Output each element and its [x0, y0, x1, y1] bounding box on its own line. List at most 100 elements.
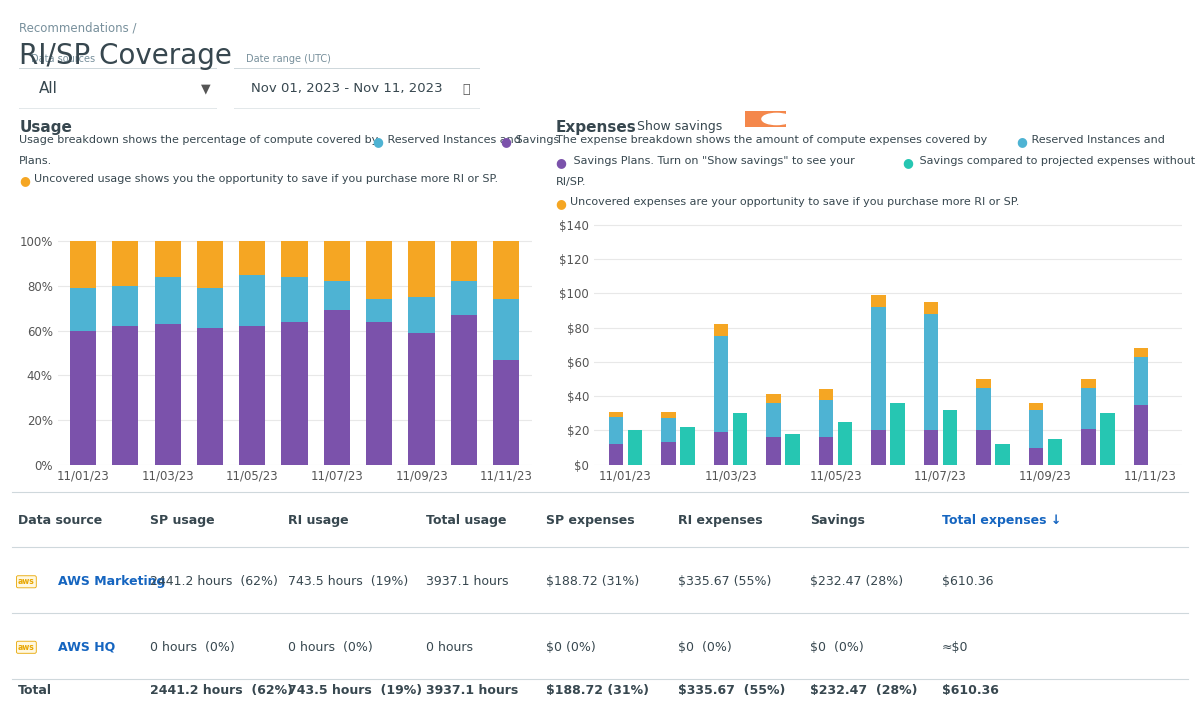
Bar — [197, 241, 223, 288]
Text: $188.72 (31%): $188.72 (31%) — [546, 575, 640, 589]
Bar — [282, 241, 307, 277]
Text: Total: Total — [18, 684, 52, 698]
Bar — [680, 427, 695, 465]
Bar — [661, 442, 676, 465]
Text: ●: ● — [1016, 135, 1027, 148]
Bar — [608, 444, 624, 465]
Text: SP usage: SP usage — [150, 514, 215, 527]
Text: ●: ● — [19, 174, 30, 187]
Text: aws: aws — [18, 643, 35, 652]
Text: ●: ● — [556, 156, 566, 169]
Bar — [977, 379, 991, 387]
Text: Total usage: Total usage — [426, 514, 506, 527]
Text: RI usage: RI usage — [288, 514, 349, 527]
Bar — [239, 241, 265, 275]
Bar — [493, 299, 520, 360]
FancyBboxPatch shape — [224, 68, 490, 109]
Bar — [1081, 387, 1096, 429]
Text: $232.47  (28%): $232.47 (28%) — [810, 684, 918, 698]
Text: 743.5 hours  (19%): 743.5 hours (19%) — [288, 684, 422, 698]
Text: Date range (UTC): Date range (UTC) — [246, 54, 331, 64]
Bar — [408, 297, 434, 333]
Text: Nov 01, 2023 - Nov 11, 2023: Nov 01, 2023 - Nov 11, 2023 — [251, 82, 443, 95]
Bar — [70, 288, 96, 331]
Text: Usage: Usage — [19, 120, 72, 134]
Bar — [924, 302, 938, 314]
Bar — [493, 360, 520, 465]
Bar — [714, 324, 728, 336]
Text: 3937.1 hours: 3937.1 hours — [426, 684, 518, 698]
Bar — [890, 403, 905, 465]
Text: Data sources: Data sources — [31, 54, 95, 64]
Text: SP expenses: SP expenses — [546, 514, 635, 527]
Bar — [1134, 348, 1148, 357]
Text: $0 (0%): $0 (0%) — [546, 641, 595, 654]
FancyBboxPatch shape — [11, 68, 226, 109]
Bar — [995, 444, 1010, 465]
Text: All: All — [38, 81, 58, 96]
Bar — [871, 295, 886, 307]
Bar — [70, 241, 96, 288]
Bar — [838, 422, 852, 465]
Bar — [1100, 413, 1115, 465]
Text: Uncovered expenses are your opportunity to save if you purchase more RI or SP.: Uncovered expenses are your opportunity … — [570, 197, 1019, 207]
Bar — [818, 400, 834, 437]
Bar — [324, 310, 350, 465]
Text: 0 hours  (0%): 0 hours (0%) — [150, 641, 235, 654]
Bar — [366, 322, 392, 465]
Bar — [1028, 403, 1044, 410]
Text: Recommendations /: Recommendations / — [19, 21, 137, 34]
Text: The expense breakdown shows the amount of compute expenses covered by: The expense breakdown shows the amount o… — [556, 135, 990, 145]
Text: 2441.2 hours  (62%): 2441.2 hours (62%) — [150, 684, 293, 698]
Text: Expenses: Expenses — [556, 120, 636, 134]
Text: Savings: Savings — [810, 514, 865, 527]
Bar — [767, 394, 781, 403]
Bar — [70, 331, 96, 465]
Bar — [282, 277, 307, 322]
Bar — [493, 241, 520, 299]
Bar — [924, 430, 938, 465]
Text: ▼: ▼ — [202, 82, 211, 95]
Bar — [1048, 439, 1062, 465]
Text: RI/SP.: RI/SP. — [556, 177, 586, 187]
Bar — [155, 324, 181, 465]
Text: Savings: Savings — [512, 135, 559, 145]
Bar — [366, 299, 392, 322]
Bar — [714, 432, 728, 465]
Bar — [767, 403, 781, 437]
Text: ●: ● — [556, 197, 566, 210]
Bar — [943, 410, 958, 465]
Bar — [239, 326, 265, 465]
Text: ●: ● — [500, 135, 511, 148]
Bar — [366, 241, 392, 299]
Bar — [871, 307, 886, 430]
Bar — [977, 387, 991, 430]
Bar — [239, 275, 265, 326]
Bar — [1028, 410, 1044, 448]
Text: Uncovered usage shows you the opportunity to save if you purchase more RI or SP.: Uncovered usage shows you the opportunit… — [34, 174, 498, 184]
Text: ●: ● — [372, 135, 383, 148]
Bar — [155, 241, 181, 277]
Circle shape — [762, 113, 791, 125]
Bar — [1081, 379, 1096, 387]
FancyBboxPatch shape — [734, 109, 797, 129]
Bar — [871, 430, 886, 465]
Bar — [818, 389, 834, 400]
Bar — [112, 326, 138, 465]
Text: $610.36: $610.36 — [942, 684, 998, 698]
Bar — [282, 322, 307, 465]
Text: $335.67 (55%): $335.67 (55%) — [678, 575, 772, 589]
Text: Total expenses ↓: Total expenses ↓ — [942, 514, 1061, 527]
Text: 2441.2 hours  (62%): 2441.2 hours (62%) — [150, 575, 278, 589]
Text: $335.67  (55%): $335.67 (55%) — [678, 684, 785, 698]
Bar — [924, 314, 938, 430]
Bar — [451, 315, 478, 465]
Text: Usage breakdown shows the percentage of compute covered by: Usage breakdown shows the percentage of … — [19, 135, 382, 145]
Text: Data source: Data source — [18, 514, 102, 527]
Bar — [155, 277, 181, 324]
Bar — [1028, 448, 1044, 465]
Bar — [767, 437, 781, 465]
Bar — [324, 282, 350, 310]
Text: AWS Marketing: AWS Marketing — [58, 575, 164, 589]
Text: 🗓: 🗓 — [463, 83, 470, 96]
